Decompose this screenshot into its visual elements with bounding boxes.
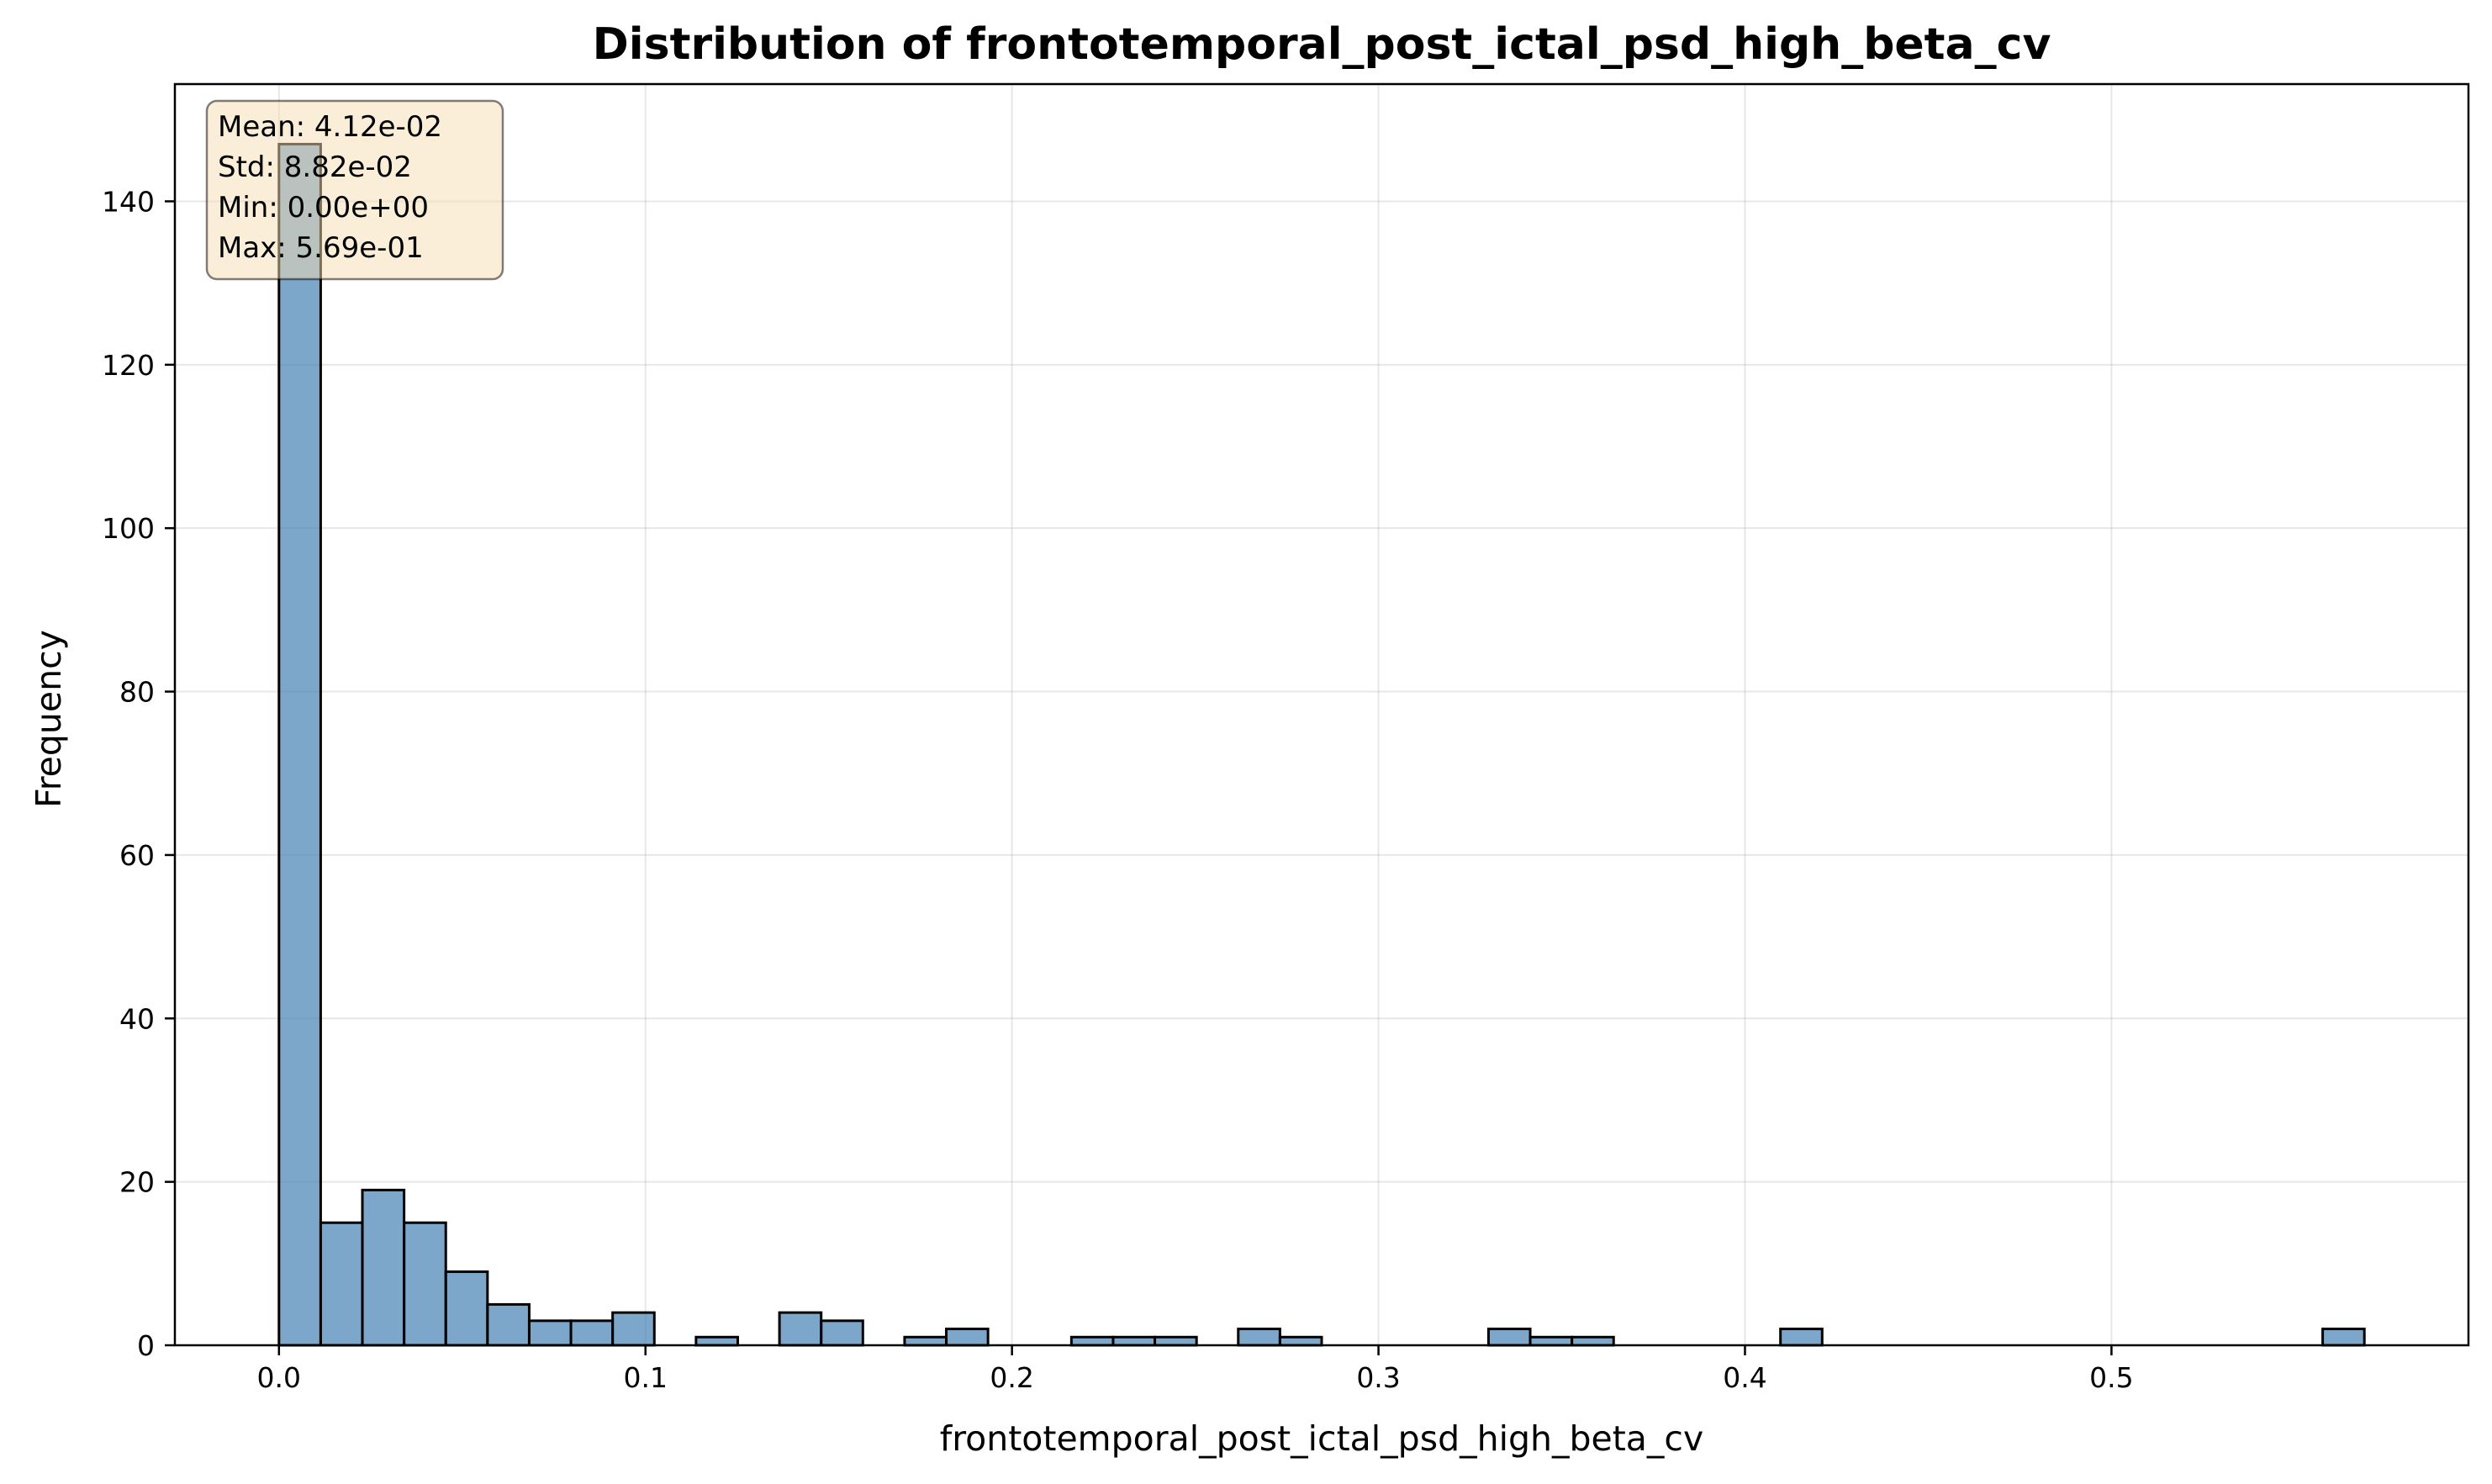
x-tick-label: 0.1 [623, 1361, 667, 1394]
histogram-bar [1278, 1335, 1323, 1347]
y-tick-label: 20 [119, 1166, 155, 1199]
histogram-bars [277, 142, 2366, 1347]
y-tick-label: 120 [102, 349, 155, 382]
histogram-bar [1486, 1328, 1532, 1347]
histogram-bar [1237, 1328, 1281, 1347]
stats-std: Std: 8.82e-02 [218, 151, 412, 184]
histogram-bar [1069, 1335, 1115, 1347]
histogram-bar [527, 1319, 573, 1347]
histogram-bar [1571, 1335, 1615, 1347]
chart-title: Distribution of frontotemporal_post_icta… [593, 19, 2051, 70]
x-axis-label: frontotemporal_post_ictal_psd_high_beta_… [940, 1418, 1703, 1459]
histogram-bar [1779, 1328, 1824, 1347]
histogram-bar [778, 1311, 823, 1347]
x-tick-label: 0.5 [2089, 1361, 2133, 1394]
histogram-bar [403, 1221, 447, 1347]
y-tick-label: 80 [119, 676, 155, 709]
histogram-bar [277, 142, 322, 1347]
histogram-bar [903, 1335, 948, 1347]
y-axis-ticks: 0 20 40 60 80 100 120 140 [102, 185, 175, 1362]
histogram-bar [1111, 1335, 1157, 1347]
histogram-bar [319, 1221, 364, 1347]
y-axis-label: Frequency [29, 630, 69, 808]
histogram-bar [1528, 1335, 1574, 1347]
stats-box: Mean: 4.12e-02 Std: 8.82e-02 Min: 0.00e+… [205, 99, 504, 281]
y-tick-label: 40 [119, 1002, 155, 1035]
stats-mean: Mean: 4.12e-02 [218, 110, 442, 144]
histogram-bar [820, 1319, 864, 1347]
histogram-bar [444, 1270, 489, 1347]
histogram-bar [1154, 1335, 1198, 1347]
histogram-bar [694, 1335, 739, 1347]
histogram-bar [361, 1188, 406, 1347]
x-axis-ticks: 0.0 0.1 0.2 0.3 0.4 0.5 [257, 1345, 2134, 1394]
x-tick-label: 0.2 [990, 1361, 1033, 1394]
stats-box-background [205, 99, 504, 281]
x-tick-label: 0.0 [257, 1361, 301, 1394]
x-tick-label: 0.3 [1356, 1361, 1400, 1394]
stats-min: Min: 0.00e+00 [218, 191, 429, 224]
histogram-bar [2321, 1328, 2366, 1347]
x-tick-label: 0.4 [1723, 1361, 1766, 1394]
histogram-bar [945, 1328, 990, 1347]
stats-max: Max: 5.69e-01 [218, 231, 424, 265]
y-tick-label: 100 [102, 512, 155, 545]
y-tick-label: 140 [102, 185, 155, 218]
y-tick-label: 60 [119, 839, 155, 872]
plot-frame [173, 82, 2470, 1347]
histogram-bar [569, 1319, 615, 1347]
histogram-bar [486, 1302, 531, 1347]
histogram-bar [611, 1311, 656, 1347]
y-tick-label: 0 [137, 1329, 155, 1362]
